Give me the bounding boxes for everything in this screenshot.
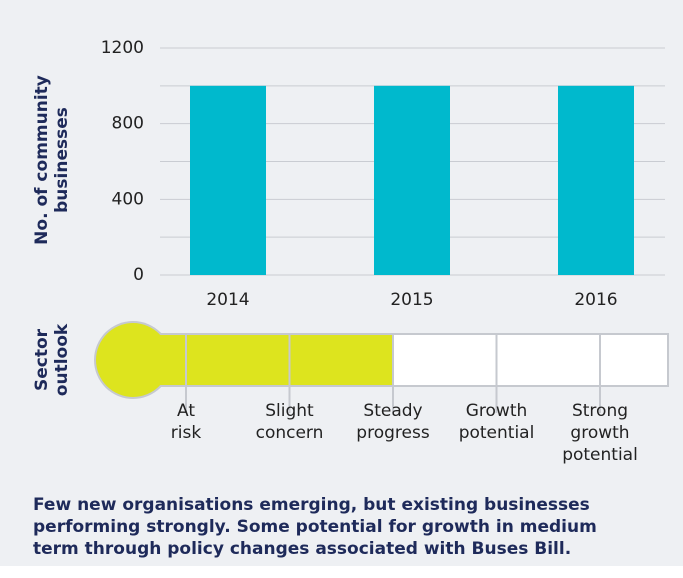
- y-tick-label: 1200: [101, 38, 144, 58]
- caption: Few new organisations emerging, but exis…: [33, 495, 597, 559]
- bar: [374, 85, 450, 275]
- gauge-level-label: At risk: [170, 401, 202, 443]
- gauge-fill: [133, 335, 393, 385]
- y-tick-label: 400: [112, 189, 144, 209]
- y-axis-label: No. of communitybusinesses: [32, 75, 72, 245]
- gauge-level-label: Growth potential: [458, 401, 535, 443]
- outlook-label: Sectoroutlook: [32, 323, 72, 396]
- y-tick-label: 0: [133, 265, 144, 285]
- x-tick-label: 2015: [390, 290, 433, 310]
- y-tick-label: 800: [112, 114, 144, 134]
- gauge-level-label: Steady progress: [356, 401, 430, 443]
- bar: [558, 85, 634, 275]
- gauge-level-label: Slight concern: [255, 401, 324, 443]
- x-tick-label: 2016: [574, 290, 617, 310]
- gauge-level-label: Strong growth potential: [562, 401, 638, 465]
- bar: [190, 85, 266, 275]
- x-tick-label: 2014: [206, 290, 249, 310]
